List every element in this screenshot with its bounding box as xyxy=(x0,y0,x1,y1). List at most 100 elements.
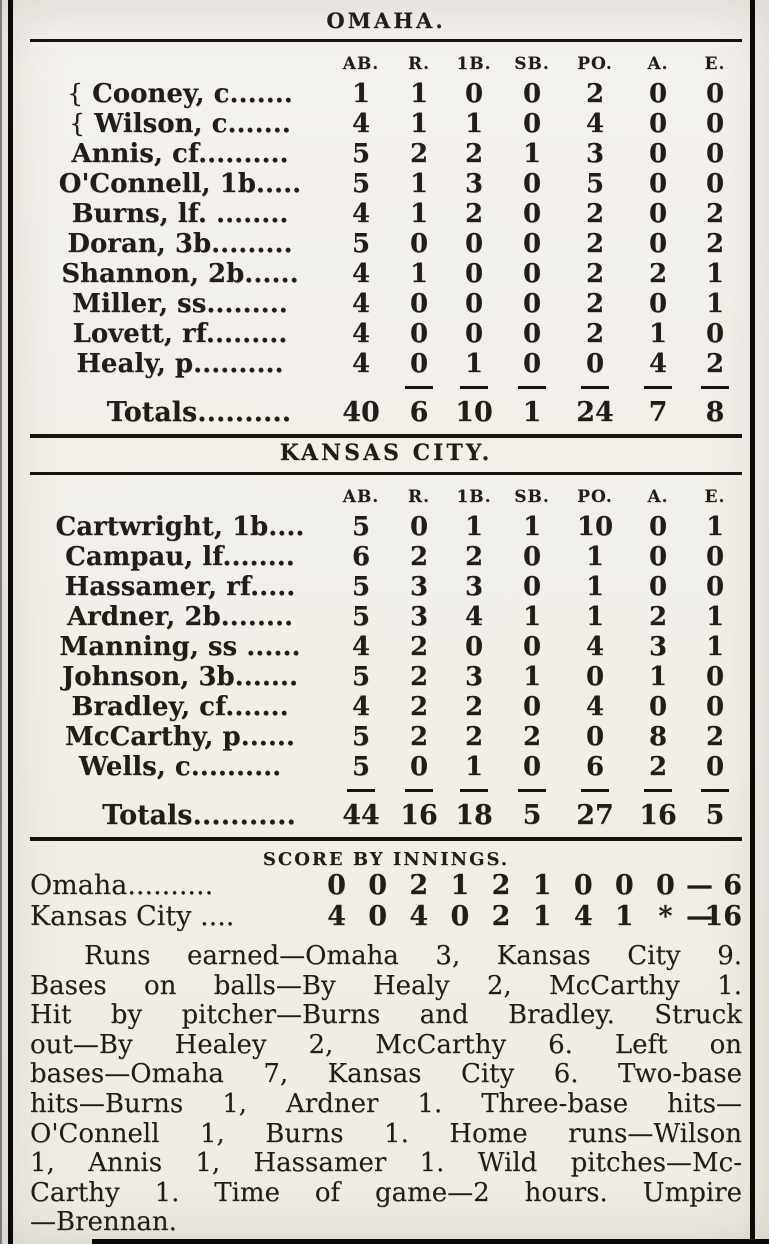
stat-po: 0 xyxy=(585,722,605,752)
dash-cell xyxy=(562,782,628,797)
rule-above-score-by-innings xyxy=(30,837,742,841)
stat-1b: 0 xyxy=(464,319,484,349)
column-header: R. xyxy=(407,487,431,507)
total-po: 24 xyxy=(576,396,614,428)
stat-a: 0 xyxy=(648,109,668,139)
player-name: Bradley, cf....... xyxy=(30,692,330,722)
stat-e: 2 xyxy=(705,349,725,379)
stat-po: 2 xyxy=(585,289,605,319)
column-header: A. xyxy=(647,487,669,507)
stat-1b: 3 xyxy=(464,169,484,199)
player-row: Annis, cf.......... 5 2 2 1 3 0 0 xyxy=(30,139,742,169)
stat-1b: 0 xyxy=(464,79,484,109)
stat-r: 2 xyxy=(409,722,429,752)
inning-value: 1 xyxy=(532,901,552,932)
dash-cell xyxy=(688,782,742,797)
stat-ab: 4 xyxy=(351,109,371,139)
stat-r: 2 xyxy=(409,632,429,662)
totals-label: Totals.......... xyxy=(106,396,292,428)
stat-1b: 0 xyxy=(464,289,484,319)
stat-sb: 1 xyxy=(522,512,542,542)
column-header: A. xyxy=(647,54,669,74)
total-ab: 44 xyxy=(342,799,380,831)
stat-sb: 0 xyxy=(522,79,542,109)
stat-a: 0 xyxy=(648,199,668,229)
rule-above-kansas-city xyxy=(30,434,742,438)
stat-po: 2 xyxy=(585,199,605,229)
stat-a: 0 xyxy=(648,542,668,572)
stat-po: 2 xyxy=(585,259,605,289)
column-header: 1B. xyxy=(456,54,492,74)
player-name: Wells, c.......... xyxy=(30,752,330,782)
player-row: { Cooney, c....... 1 1 0 0 2 0 0 xyxy=(30,79,742,109)
stat-r: 0 xyxy=(409,512,429,542)
player-row: Bradley, cf....... 4 2 2 0 4 0 0 xyxy=(30,692,742,722)
inning-value: 2 xyxy=(491,901,511,932)
stat-a: 1 xyxy=(648,319,668,349)
stat-po: 4 xyxy=(585,632,605,662)
stat-a: 4 xyxy=(648,349,668,379)
rule-under-kansas-city-title xyxy=(30,472,742,475)
totals-label: Totals........... xyxy=(102,799,296,831)
dash-cell xyxy=(628,379,688,394)
stat-sb: 0 xyxy=(522,349,542,379)
inning-value: 1 xyxy=(532,870,552,901)
stat-1b: 0 xyxy=(464,632,484,662)
player-name: Lovett, rf......... xyxy=(30,319,330,349)
kansas-city-innings-line: Kansas City .... 4 0 4 0 2 1 4 1 * — 16 xyxy=(30,901,742,932)
summary-line: Bases on balls—By Healy 2, McCarthy 1. xyxy=(30,970,742,1001)
stat-a: 2 xyxy=(648,259,668,289)
column-header: E. xyxy=(704,487,726,507)
stat-e: 1 xyxy=(705,602,725,632)
player-name: Doran, 3b......... xyxy=(30,229,330,259)
stat-a: 1 xyxy=(648,662,668,692)
column-header: PO. xyxy=(577,54,613,74)
player-name: Burns, lf. ........ xyxy=(30,199,330,229)
stat-e: 1 xyxy=(705,512,725,542)
stat-sb: 0 xyxy=(522,199,542,229)
player-row: { Wilson, c....... 4 1 1 0 4 0 0 xyxy=(30,109,742,139)
player-row: O'Connell, 1b..... 5 1 3 0 5 0 0 xyxy=(30,169,742,199)
player-row: Miller, ss......... 4 0 0 0 2 0 1 xyxy=(30,289,742,319)
stat-sb: 0 xyxy=(522,229,542,259)
game-summary-paragraph: Runs earned—Omaha 3, Kansas City 9. Bases… xyxy=(30,941,742,1238)
player-row: Wells, c.......... 5 0 1 0 6 2 0 xyxy=(30,752,742,782)
innings-total: 6 xyxy=(723,870,742,901)
stat-sb: 2 xyxy=(522,722,542,752)
omaha-box-score-table: AB. R. 1B. SB. PO. A. E. { Cooney, c....... 1 … xyxy=(30,46,742,430)
total-sb: 1 xyxy=(522,396,542,428)
inning-value: 1 xyxy=(614,901,634,932)
omaha-totals-section: Totals.......... 40 6 10 1 24 7 8 xyxy=(30,379,742,430)
stat-sb: 1 xyxy=(522,662,542,692)
inning-value: 2 xyxy=(409,870,429,901)
player-row: Lovett, rf......... 4 0 0 0 2 1 0 xyxy=(30,319,742,349)
stat-sb: 1 xyxy=(522,139,542,169)
dash-cell-empty xyxy=(330,379,392,394)
player-name: Cartwright, 1b.... xyxy=(30,512,330,542)
player-name: Manning, ss ...... xyxy=(30,632,330,662)
innings-total: 16 xyxy=(704,901,742,932)
clipping-content: OMAHA. AB. R. 1B. SB. PO. A. E. { Cooney, c...… xyxy=(30,0,742,1238)
stat-1b: 3 xyxy=(464,662,484,692)
stat-r: 3 xyxy=(409,602,429,632)
inning-value: 2 xyxy=(491,870,511,901)
stat-a: 0 xyxy=(648,692,668,722)
total-sb: 5 xyxy=(522,799,542,831)
bottom-rule xyxy=(92,1239,769,1244)
stat-a: 2 xyxy=(648,752,668,782)
stat-a: 8 xyxy=(648,722,668,752)
stat-1b: 2 xyxy=(464,542,484,572)
stat-a: 0 xyxy=(648,512,668,542)
stat-1b: 2 xyxy=(464,692,484,722)
player-name-text: Healy, p.......... xyxy=(76,349,284,379)
rule-under-omaha-title xyxy=(30,39,742,42)
summary-line: —Brennan. xyxy=(30,1207,177,1238)
empty-header-cell xyxy=(30,46,330,79)
omaha-player-rows: { Cooney, c....... 1 1 0 0 2 0 0 { Wilso… xyxy=(30,79,742,379)
stat-sb: 0 xyxy=(522,259,542,289)
stat-sb: 1 xyxy=(522,602,542,632)
stat-ab: 1 xyxy=(351,79,371,109)
stat-po: 1 xyxy=(585,542,605,572)
stat-ab: 5 xyxy=(351,722,371,752)
